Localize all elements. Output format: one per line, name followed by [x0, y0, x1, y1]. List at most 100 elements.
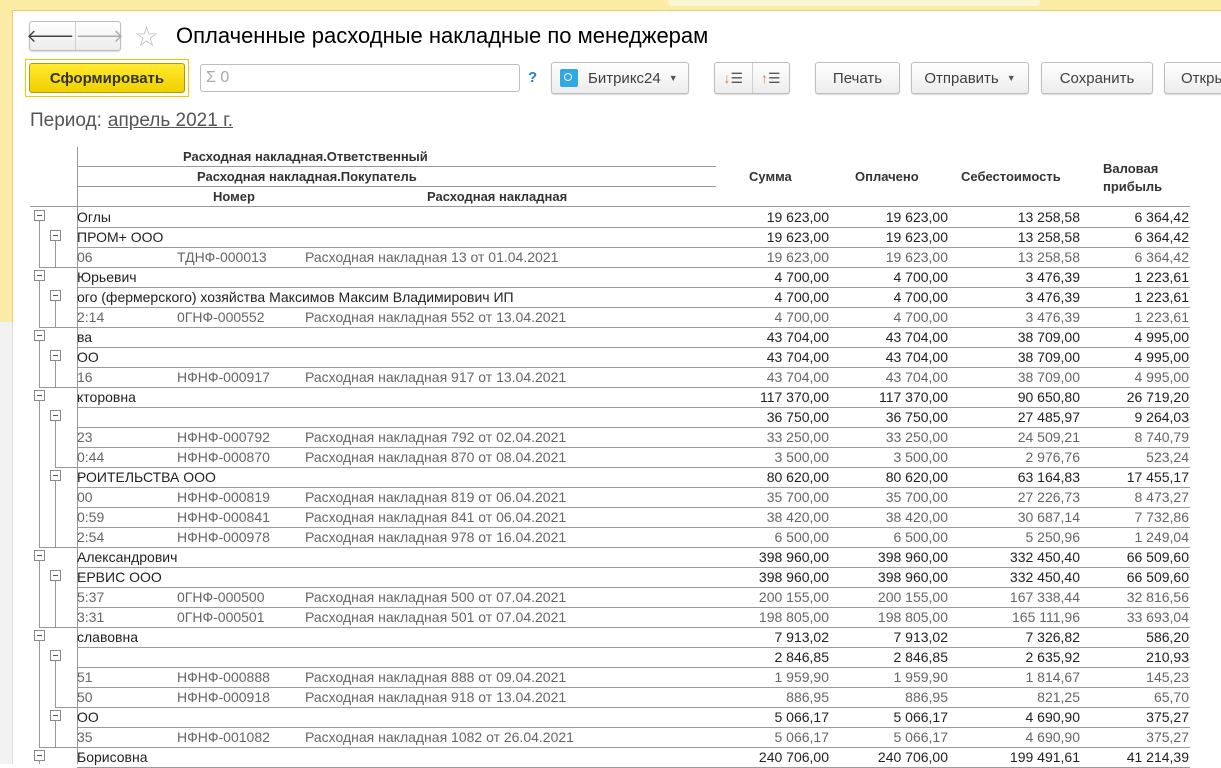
invoice-row[interactable]: 35 НФНФ-001082 Расходная накладная 1082 от… [77, 727, 1190, 748]
invoice-row[interactable]: 2:14 0ГНФ-000552 Расходная накладная 552 о… [77, 307, 1190, 328]
period-link[interactable]: апрель 2021 г. [107, 110, 233, 131]
bitrix24-button[interactable]: Битрикс24 ▼ [551, 62, 689, 94]
collapse-toggle-icon[interactable] [50, 350, 61, 361]
manager-row[interactable]: Оглы 19 623,00 19 623,00 13 258,58 6 364,42 [77, 207, 1190, 228]
paid-cell: 43 704,00 [885, 329, 948, 345]
collapse-toggle-icon[interactable] [50, 290, 61, 301]
paid-cell: 36 750,00 [885, 409, 948, 425]
profit-cell: 586,20 [1146, 629, 1189, 645]
invoice-row[interactable]: 06 ТДНФ-000013 Расходная накладная 13 от 0… [77, 247, 1190, 268]
paid-cell: 43 704,00 [885, 369, 948, 385]
chevron-down-icon: ▼ [668, 73, 678, 83]
profit-cell: 17 455,17 [1126, 469, 1189, 485]
collapse-toggle-icon[interactable] [50, 470, 61, 481]
help-icon[interactable]: ? [528, 69, 538, 86]
top-search-field[interactable] [668, 0, 1040, 6]
buyer-row[interactable]: ого (фермерского) хозяйства Максимов Мак… [77, 287, 1190, 308]
buyer-row[interactable]: ЕРВИС ООО 398 960,00 398 960,00 332 450,40 6… [77, 567, 1190, 588]
buyer-row[interactable]: ОО 5 066,17 5 066,17 4 690,90 375,27 [77, 707, 1190, 728]
send-button[interactable]: Отправить ▼ [911, 62, 1029, 94]
manager-row[interactable]: славовна 7 913,02 7 913,02 7 326,82 586,20 [77, 627, 1190, 648]
invoice-time: 3:31 [77, 609, 105, 625]
invoice-number: НФНФ-001082 [177, 729, 270, 745]
tree-line [39, 281, 40, 327]
generate-label: Сформировать [29, 63, 185, 93]
collapse-toggle-icon[interactable] [34, 210, 45, 221]
sum-cell: 38 420,00 [766, 509, 829, 525]
collapse-toggle-icon[interactable] [50, 410, 61, 421]
invoice-time: 35 [77, 729, 93, 745]
collapse-toggle-icon[interactable] [34, 330, 45, 341]
invoice-row[interactable]: 0:44 НФНФ-000870 Расходная накладная 870 о… [77, 447, 1190, 468]
tree-line [39, 221, 40, 267]
collapse-toggle-icon[interactable] [34, 550, 45, 561]
buyer-row[interactable]: 2 846,85 2 846,85 2 635,92 210,93 [77, 647, 1190, 668]
header-buyer: Расходная накладная.Покупатель [197, 169, 417, 184]
buyer-row[interactable]: ПРОМ+ ООО 19 623,00 19 623,00 13 258,58 6 36… [77, 227, 1190, 248]
invoice-number: ТДНФ-000013 [177, 249, 267, 265]
profit-cell: 66 509,60 [1126, 549, 1189, 565]
open-button[interactable]: Откры [1164, 62, 1221, 94]
collapse-toggle-icon[interactable] [34, 270, 45, 281]
invoice-row[interactable]: 00 НФНФ-000819 Расходная накладная 819 от … [77, 487, 1190, 508]
star-icon[interactable]: ☆ [134, 21, 160, 52]
invoice-row[interactable]: 5:37 0ГНФ-000500 Расходная накладная 500 о… [77, 587, 1190, 608]
divider [74, 22, 76, 50]
header-invoice: Расходная накладная [427, 189, 568, 204]
invoice-name: Расходная накладная 500 от 07.04.2021 [305, 589, 567, 605]
invoice-row[interactable]: 50 НФНФ-000918 Расходная накладная 918 от … [77, 687, 1190, 708]
invoice-row[interactable]: 51 НФНФ-000888 Расходная накладная 888 от … [77, 667, 1190, 688]
forward-arrow-icon[interactable]: 🡒 [75, 26, 124, 46]
grid-divider [77, 147, 78, 764]
save-button[interactable]: Сохранить [1041, 62, 1153, 94]
collapse-toggle-icon[interactable] [34, 630, 45, 641]
sum-cell: 43 704,00 [766, 329, 829, 345]
buyer-row[interactable]: 36 750,00 36 750,00 27 485,97 9 264,03 [77, 407, 1190, 428]
expand-all-icon[interactable]: ↓☰ [723, 69, 744, 86]
invoice-time: 2:14 [77, 309, 105, 325]
collapse-toggle-icon[interactable] [50, 570, 61, 581]
tree-line [39, 641, 40, 747]
collapse-toggle-icon[interactable] [34, 390, 45, 401]
sum-cell: 117 370,00 [759, 389, 829, 405]
cost-cell: 13 258,58 [1017, 229, 1080, 245]
collapse-all-icon[interactable]: ↑☰ [760, 69, 781, 86]
invoice-name: Расходная накладная 841 от 06.04.2021 [305, 509, 567, 525]
manager-row[interactable]: Юрьевич 4 700,00 4 700,00 3 476,39 1 223,61 [77, 267, 1190, 288]
invoice-time: 06 [77, 249, 93, 265]
generate-button[interactable]: Сформировать [25, 59, 189, 97]
invoice-row[interactable]: 2:54 НФНФ-000978 Расходная накладная 978 о… [77, 527, 1190, 548]
paid-cell: 19 623,00 [885, 249, 948, 265]
header-line [77, 166, 716, 167]
left-panel-lower [0, 322, 13, 764]
paid-cell: 1 959,90 [893, 669, 949, 685]
invoice-row[interactable]: 23 НФНФ-000792 Расходная накладная 792 от … [77, 427, 1190, 448]
buyer-row[interactable]: РОИТЕЛЬСТВА ООО 80 620,00 80 620,00 63 164,… [77, 467, 1190, 488]
invoice-row[interactable]: 16 НФНФ-000917 Расходная накладная 917 от … [77, 367, 1190, 388]
collapse-toggle-icon[interactable] [50, 650, 61, 661]
invoice-time: 00 [77, 489, 93, 505]
paid-cell: 117 370,00 [878, 389, 948, 405]
nav-buttons: 🡐 🡒 [26, 21, 124, 51]
invoice-number: НФНФ-000819 [177, 489, 270, 505]
paid-cell: 6 500,00 [893, 529, 949, 545]
sum-field[interactable]: Σ 0 [200, 64, 520, 92]
manager-row[interactable]: Борисовна 240 706,00 240 706,00 199 491,61 4… [77, 747, 1190, 768]
manager-row[interactable]: ва 43 704,00 43 704,00 38 709,00 4 995,00 [77, 327, 1190, 348]
expand-collapse-group: ↓☰ ↑☰ [714, 62, 790, 94]
buyer-name: ОО [77, 349, 99, 365]
back-arrow-icon[interactable]: 🡐 [26, 26, 75, 46]
manager-name: кторовна [77, 389, 136, 405]
manager-row[interactable]: кторовна 117 370,00 117 370,00 90 650,80 26 … [77, 387, 1190, 408]
invoice-row[interactable]: 0:59 НФНФ-000841 Расходная накладная 841 о… [77, 507, 1190, 528]
paid-cell: 240 706,00 [877, 749, 948, 765]
invoice-name: Расходная накладная 888 от 09.04.2021 [305, 669, 567, 685]
collapse-toggle-icon[interactable] [34, 750, 45, 761]
manager-row[interactable]: Александрович 398 960,00 398 960,00 332 450… [77, 547, 1190, 568]
collapse-toggle-icon[interactable] [50, 710, 61, 721]
collapse-toggle-icon[interactable] [50, 230, 61, 241]
invoice-name: Расходная накладная 501 от 07.04.2021 [305, 609, 567, 625]
invoice-row[interactable]: 3:31 0ГНФ-000501 Расходная накладная 501 о… [77, 607, 1190, 628]
buyer-row[interactable]: ОО 43 704,00 43 704,00 38 709,00 4 995,00 [77, 347, 1190, 368]
print-button[interactable]: Печать [815, 62, 900, 94]
